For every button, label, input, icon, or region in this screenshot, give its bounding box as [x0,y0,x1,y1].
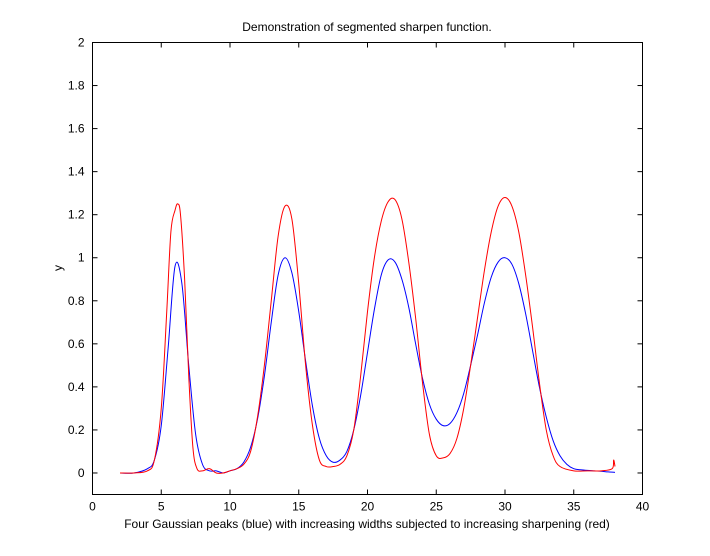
y-tick-label: 1.8 [68,79,85,93]
series-lines [119,196,616,474]
x-axis-label: Four Gaussian peaks (blue) with increasi… [124,517,610,531]
y-tick-label: 1.4 [68,165,85,179]
x-tick-label: 15 [292,500,306,514]
series-line-original [119,257,616,474]
x-tick-label: 35 [567,500,581,514]
chart-title: Demonstration of segmented sharpen funct… [242,20,491,34]
y-tick-label: 1.2 [68,208,85,222]
x-tick-label: 40 [636,500,650,514]
y-tick-label: 2 [78,36,85,50]
x-tick-label: 5 [158,500,165,514]
y-axis-label: y [51,265,65,271]
x-tick-label: 0 [89,500,96,514]
y-tick-label: 0.4 [68,380,85,394]
x-tick-label: 10 [223,500,237,514]
axis-ticks: 0 5 10 15 20 25 30 35 40 0 0.2 0.4 0.6 0.8 1 1.2 1.4 1.6 1… [68,36,650,514]
y-tick-label: 0 [78,466,85,480]
y-tick-label: 0.6 [68,337,85,351]
x-tick-label: 25 [430,500,444,514]
y-tick-label: 0.2 [68,423,85,437]
series-line-sharpened [119,196,616,474]
x-tick-label: 30 [498,500,512,514]
x-tick-label: 20 [361,500,375,514]
y-tick-label: 1.6 [68,122,85,136]
y-tick-label: 1 [78,251,85,265]
y-tick-label: 0.8 [68,294,85,308]
